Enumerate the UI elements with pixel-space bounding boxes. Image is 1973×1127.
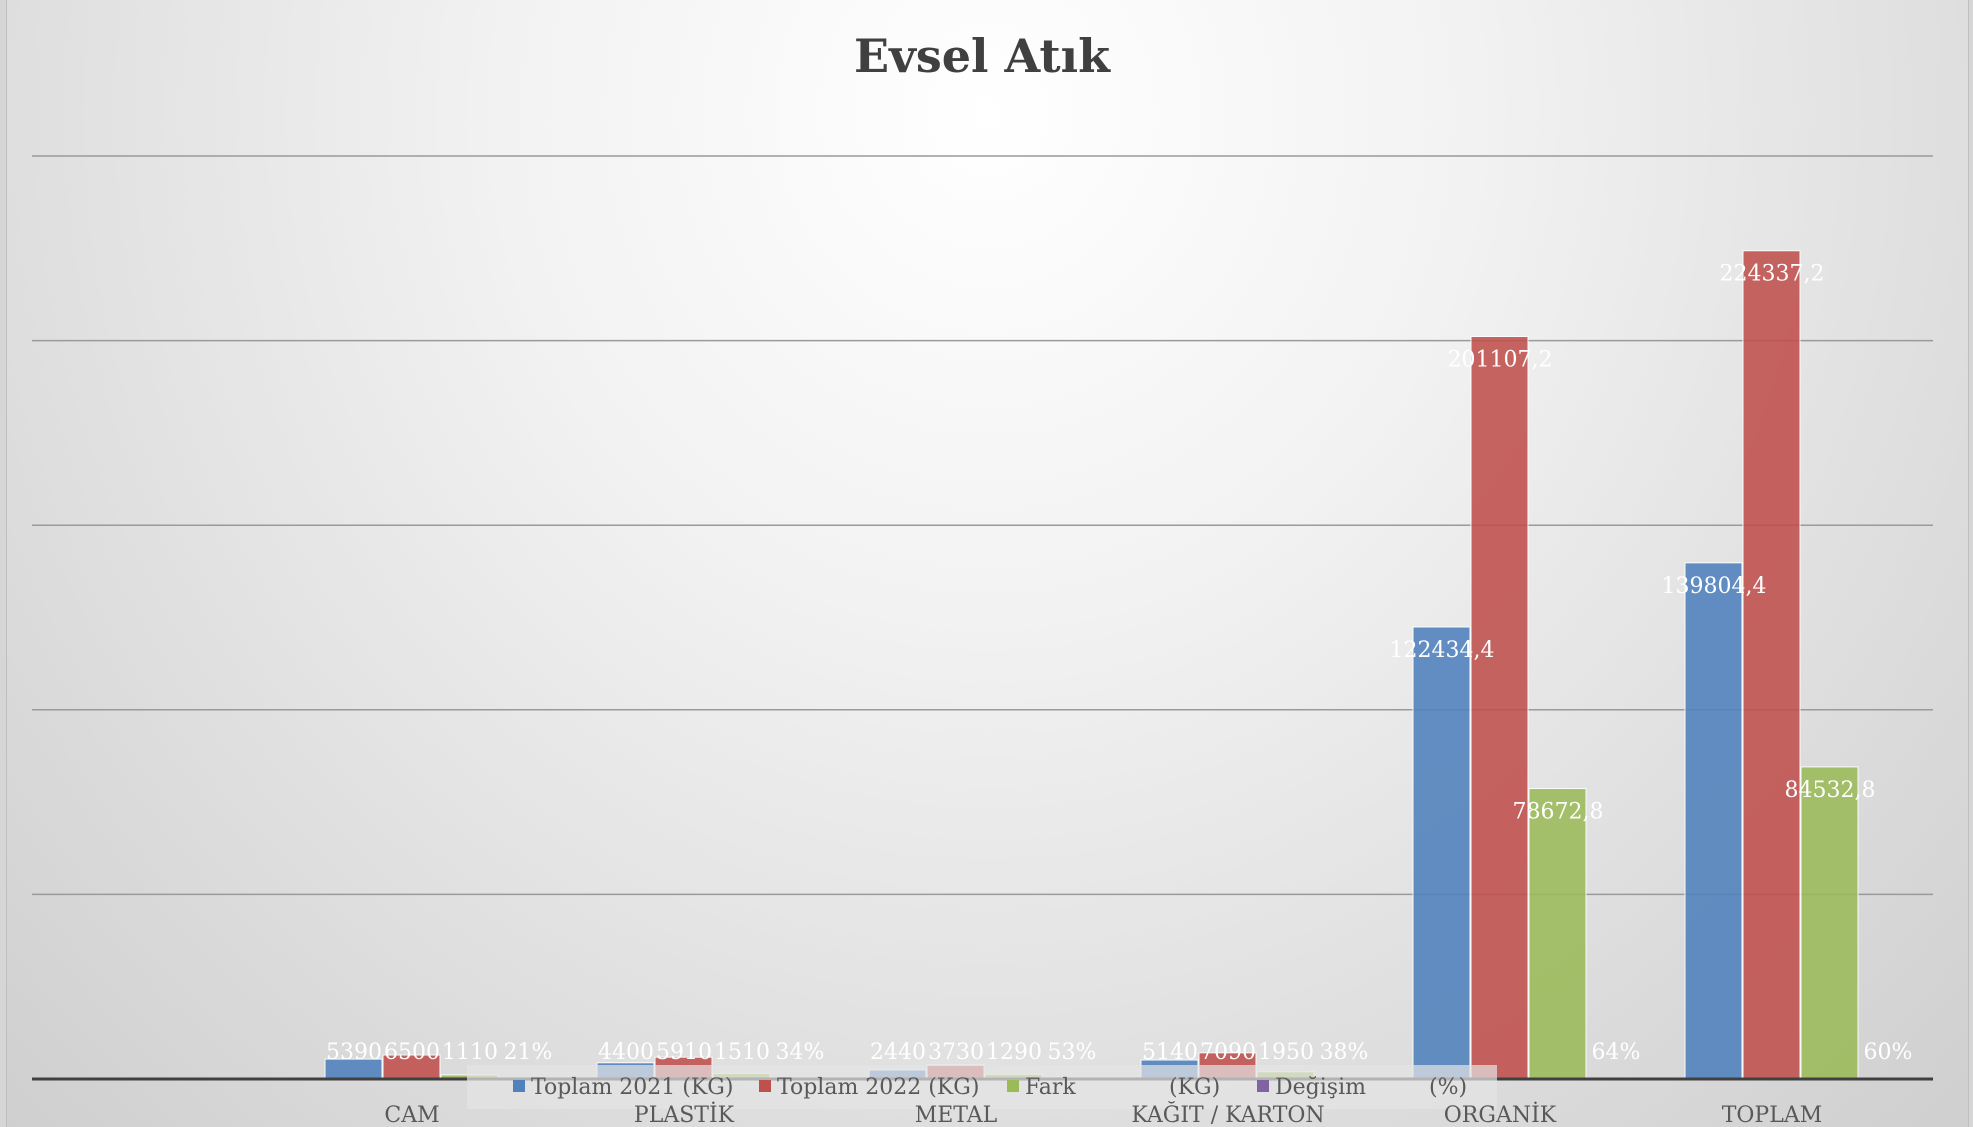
legend-label-fark: Fark [1025,1075,1076,1100]
category-label: KAĞIT / KARTON [1131,1101,1324,1127]
legend-label-2021: Toplam 2021 (KG) [531,1075,733,1100]
gridlines [32,155,1933,896]
bar-1 [1412,626,1471,1080]
category-label: METAL [915,1103,998,1127]
data-label: 224337,2 [1720,262,1825,287]
data-label: 2440 [870,1040,926,1065]
legend-background [467,1065,1497,1109]
bar-3 [1800,766,1859,1080]
bar-1 [1684,562,1743,1080]
bar-2 [1742,250,1801,1080]
data-label: 1510 [714,1040,770,1065]
data-label: 1950 [1258,1040,1314,1065]
bar-3 [1528,788,1587,1080]
legend-swatch-fark [1007,1080,1019,1092]
legend-label-degisim: Değişim [1275,1075,1366,1100]
data-label: 4400 [598,1040,654,1065]
category-labels: CAM PLASTİK METAL KAĞIT / KARTON ORGANİK TOPL… [384,1101,1822,1127]
data-label: 139804,4 [1662,574,1767,599]
legend-label-fark-unit: (KG) [1169,1075,1220,1100]
data-label: 201107,2 [1448,348,1553,373]
data-label: 5140 [1142,1040,1198,1065]
legend-swatch-2021 [513,1080,525,1092]
category-label: TOPLAM [1722,1103,1823,1127]
data-label-percent: 53% [1048,1040,1097,1065]
data-label: 3730 [928,1040,984,1065]
legend-swatch-degisim [1257,1080,1269,1092]
chart-frame: Evsel Atık Toplam 2021 (KG) Toplam 2022 … [6,0,1969,1127]
data-label-percent: 60% [1864,1040,1913,1065]
data-label: 78672,8 [1513,800,1604,825]
data-label: 5390 [326,1040,382,1065]
data-label: 1290 [986,1040,1042,1065]
data-label-percent: 38% [1320,1040,1369,1065]
legend: Toplam 2021 (KG) Toplam 2022 (KG) Fark (… [467,1065,1497,1109]
data-label: 6500 [384,1040,440,1065]
data-label-percent: 34% [776,1040,825,1065]
data-labels: 5390 6500 1110 21% 4400 5910 1510 34% 2440 3730 12… [326,262,1912,1065]
data-label: 1110 [442,1040,498,1065]
data-label-percent: 64% [1592,1040,1641,1065]
category-label: ORGANİK [1444,1101,1557,1127]
data-label: 5910 [656,1040,712,1065]
chart-title: Evsel Atık [854,29,1111,83]
category-label: CAM [384,1103,439,1127]
bars [324,250,1859,1080]
legend-label-2022: Toplam 2022 (KG) [777,1075,979,1100]
legend-label-degisim-unit: (%) [1429,1075,1467,1100]
legend-swatch-2022 [759,1080,771,1092]
bar-2 [1470,336,1529,1080]
data-label: 122434,4 [1390,638,1495,663]
data-label-percent: 21% [504,1040,553,1065]
bar-chart: Evsel Atık Toplam 2021 (KG) Toplam 2022 … [32,29,1933,1127]
category-label: PLASTİK [634,1101,735,1127]
data-label: 7090 [1200,1040,1256,1065]
data-label: 84532,8 [1785,778,1876,803]
